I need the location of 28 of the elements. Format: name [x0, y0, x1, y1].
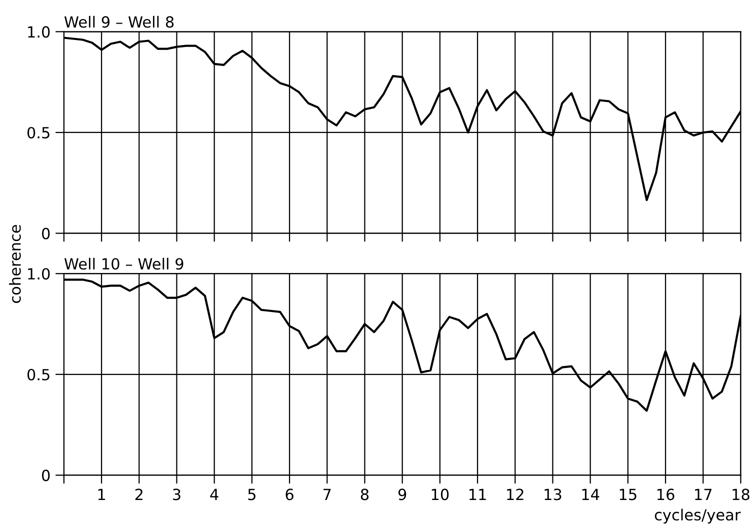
y-tick-label: 1.0	[28, 26, 50, 38]
x-tick-label: 1	[98, 488, 105, 500]
x-tick-label: 5	[248, 488, 256, 500]
x-tick-label: 7	[324, 488, 331, 500]
chart-title: Well 9 – Well 8	[64, 16, 174, 28]
y-tick-label: 1.0	[28, 268, 50, 280]
x-tick-label: 6	[286, 488, 294, 500]
x-tick-label: 9	[398, 488, 406, 500]
y-axis-title: coherence	[9, 224, 21, 303]
y-tick-label: 0	[42, 228, 50, 240]
x-tick-label: 14	[582, 488, 600, 500]
x-tick-label: 10	[432, 488, 449, 500]
x-tick-label: 3	[173, 488, 180, 500]
x-tick-label: 11	[469, 488, 486, 500]
x-axis-title: cycles/year	[654, 508, 741, 524]
x-tick-label: 17	[695, 488, 712, 500]
x-tick-label: 2	[135, 488, 142, 500]
x-tick-label: 16	[657, 488, 674, 500]
x-tick-label: 18	[732, 488, 750, 500]
x-tick-label: 4	[210, 488, 218, 500]
x-tick-label: 15	[620, 488, 636, 500]
x-tick-label: 13	[544, 488, 562, 500]
y-tick-label: 0.5	[27, 126, 50, 138]
x-tick-label: 8	[360, 488, 369, 500]
x-tick-label: 12	[507, 488, 524, 500]
y-tick-label: 0	[42, 470, 50, 482]
y-tick-label: 0.5	[27, 368, 50, 380]
chart-title: Well 10 – Well 9	[64, 258, 184, 270]
